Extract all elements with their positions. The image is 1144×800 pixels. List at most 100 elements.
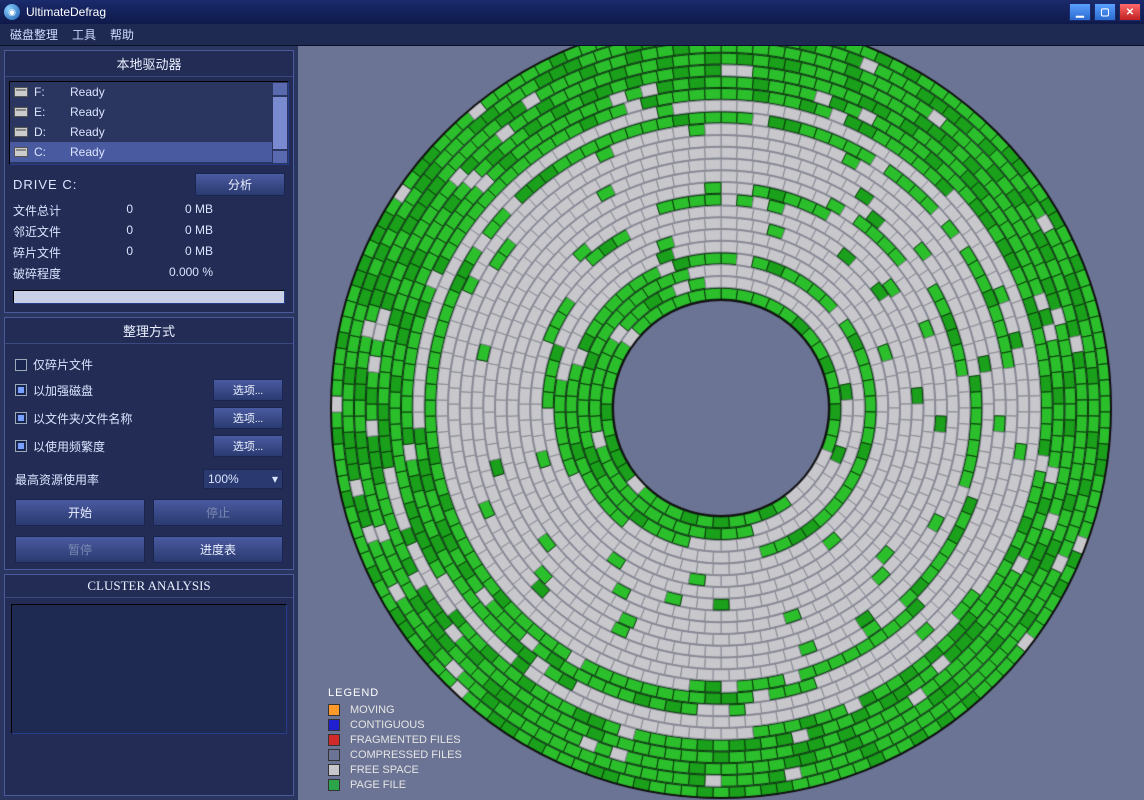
progress-button[interactable]: 进度表	[153, 536, 283, 563]
checkbox[interactable]	[15, 440, 27, 452]
menu-disk[interactable]: 磁盘整理	[10, 26, 58, 43]
legend-row: MOVING	[328, 702, 462, 717]
stat-row: 碎片文件00 MB	[13, 242, 285, 263]
option-label: 以使用频繁度	[33, 438, 213, 455]
minimize-button[interactable]: ▁	[1069, 3, 1091, 21]
drive-icon	[14, 87, 28, 97]
drives-panel-title: 本地驱动器	[5, 51, 293, 77]
stat-value-2: 0 MB	[153, 202, 213, 219]
app-icon: ◉	[4, 4, 20, 20]
current-drive-label: DRIVE C:	[13, 177, 195, 192]
close-button[interactable]: ✕	[1119, 3, 1141, 21]
stat-value-1: 0	[93, 223, 153, 240]
stat-label: 邻近文件	[13, 223, 93, 240]
scroll-down-icon[interactable]	[272, 150, 288, 164]
legend-row: COMPRESSED FILES	[328, 747, 462, 762]
drive-letter: F:	[34, 85, 70, 99]
option-label: 以文件夹/文件名称	[33, 410, 213, 427]
disk-view: LEGEND MOVING CONTIGUOUS FRAGMENTED FILES C…	[298, 46, 1144, 800]
option-label: 以加强磁盘	[33, 382, 213, 399]
stat-value-2: 0 MB	[153, 244, 213, 261]
drive-status: Ready	[70, 145, 105, 159]
window-title: UltimateDefrag	[26, 5, 106, 19]
drive-status: Ready	[70, 125, 105, 139]
analysis-body	[11, 604, 287, 734]
drive-icon	[14, 147, 28, 157]
option-config-button[interactable]: 选项...	[213, 379, 283, 401]
legend-swatch	[328, 734, 340, 746]
sidebar: 本地驱动器 F:ReadyE:ReadyD:ReadyC:Ready DRIVE…	[0, 46, 298, 800]
legend-title: LEGEND	[328, 687, 462, 699]
legend: LEGEND MOVING CONTIGUOUS FRAGMENTED FILES C…	[328, 687, 462, 792]
drive-row-D[interactable]: D:Ready	[10, 122, 288, 142]
legend-swatch	[328, 719, 340, 731]
drive-list-scrollbar[interactable]	[272, 82, 288, 164]
maximize-button[interactable]: ▢	[1094, 3, 1116, 21]
drive-status: Ready	[70, 105, 105, 119]
method-option: 仅碎片文件	[15, 356, 283, 373]
pause-button[interactable]: 暂停	[15, 536, 145, 563]
drive-letter: D:	[34, 125, 70, 139]
legend-swatch	[328, 749, 340, 761]
legend-row: FRAGMENTED FILES	[328, 732, 462, 747]
checkbox[interactable]	[15, 359, 27, 371]
legend-row: FREE SPACE	[328, 762, 462, 777]
drive-row-E[interactable]: E:Ready	[10, 102, 288, 122]
option-config-button[interactable]: 选项...	[213, 435, 283, 457]
legend-swatch	[328, 779, 340, 791]
stat-row: 破碎程度 0.000 %	[13, 263, 285, 284]
scroll-thumb[interactable]	[272, 96, 288, 150]
drive-row-F[interactable]: F:Ready	[10, 82, 288, 102]
menu-help[interactable]: 帮助	[110, 26, 134, 43]
stat-value-2: 0 MB	[153, 223, 213, 240]
stat-value-1	[93, 265, 153, 282]
method-option: 以文件夹/文件名称选项...	[15, 407, 283, 429]
legend-label: COMPRESSED FILES	[350, 749, 462, 761]
title-bar: ◉ UltimateDefrag ▁ ▢ ✕	[0, 0, 1144, 24]
drive-letter: E:	[34, 105, 70, 119]
legend-swatch	[328, 704, 340, 716]
usage-label: 最高资源使用率	[15, 471, 203, 488]
stat-label: 碎片文件	[13, 244, 93, 261]
start-button[interactable]: 开始	[15, 499, 145, 526]
drive-letter: C:	[34, 145, 70, 159]
analysis-panel: CLUSTER ANALYSIS	[4, 574, 294, 796]
legend-label: FREE SPACE	[350, 764, 419, 776]
legend-row: CONTIGUOUS	[328, 717, 462, 732]
drive-icon	[14, 107, 28, 117]
legend-label: MOVING	[350, 704, 395, 716]
frag-progress-bar	[13, 290, 285, 304]
menu-tools[interactable]: 工具	[72, 26, 96, 43]
checkbox[interactable]	[15, 384, 27, 396]
stat-value-1: 0	[93, 202, 153, 219]
usage-select[interactable]: 100%	[203, 469, 283, 489]
drive-list[interactable]: F:ReadyE:ReadyD:ReadyC:Ready	[9, 81, 289, 165]
drive-row-C[interactable]: C:Ready	[10, 142, 288, 162]
legend-row: PAGE FILE	[328, 777, 462, 792]
menu-bar: 磁盘整理 工具 帮助	[0, 24, 1144, 46]
legend-label: FRAGMENTED FILES	[350, 734, 461, 746]
legend-swatch	[328, 764, 340, 776]
legend-label: PAGE FILE	[350, 779, 406, 791]
method-option: 以使用频繁度选项...	[15, 435, 283, 457]
stat-value-2: 0.000 %	[153, 265, 213, 282]
checkbox[interactable]	[15, 412, 27, 424]
option-config-button[interactable]: 选项...	[213, 407, 283, 429]
drive-icon	[14, 127, 28, 137]
drive-status: Ready	[70, 85, 105, 99]
method-option: 以加强磁盘选项...	[15, 379, 283, 401]
option-label: 仅碎片文件	[33, 356, 283, 373]
scroll-up-icon[interactable]	[272, 82, 288, 96]
stat-label: 文件总计	[13, 202, 93, 219]
stat-row: 文件总计00 MB	[13, 200, 285, 221]
method-panel: 整理方式 仅碎片文件以加强磁盘选项...以文件夹/文件名称选项...以使用频繁度…	[4, 317, 294, 570]
drives-panel: 本地驱动器 F:ReadyE:ReadyD:ReadyC:Ready DRIVE…	[4, 50, 294, 313]
analysis-panel-title: CLUSTER ANALYSIS	[5, 575, 293, 598]
stat-value-1: 0	[93, 244, 153, 261]
stat-label: 破碎程度	[13, 265, 93, 282]
stat-row: 邻近文件00 MB	[13, 221, 285, 242]
method-panel-title: 整理方式	[5, 318, 293, 344]
stop-button[interactable]: 停止	[153, 499, 283, 526]
legend-label: CONTIGUOUS	[350, 719, 425, 731]
analyze-button[interactable]: 分析	[195, 173, 285, 196]
